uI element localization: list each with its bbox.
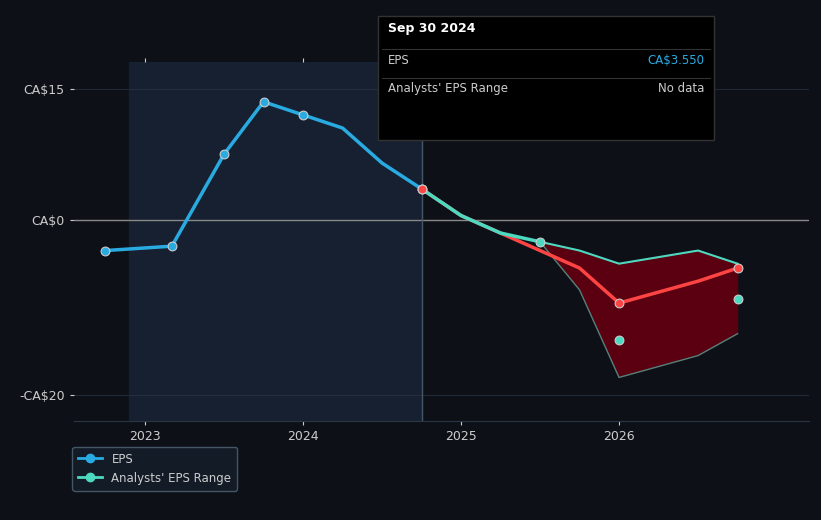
Point (612, 299, 626, 307)
Text: Actual: Actual (378, 84, 417, 97)
Text: Analysts Forecasts: Analysts Forecasts (429, 84, 546, 97)
Polygon shape (540, 242, 737, 378)
Point (257, 98, 270, 106)
Text: Sep 30 2024: Sep 30 2024 (388, 22, 475, 35)
Text: No data: No data (658, 82, 704, 95)
Point (415, 185, 428, 193)
Bar (129, 62, 421, 421)
Point (534, 238, 547, 246)
Text: EPS: EPS (388, 54, 409, 67)
Point (612, 336, 626, 344)
Text: Analysts' EPS Range: Analysts' EPS Range (388, 82, 507, 95)
Text: CA$3.550: CA$3.550 (648, 54, 704, 67)
Point (415, 185, 428, 193)
Point (731, 294, 744, 303)
Point (296, 111, 310, 119)
Point (165, 242, 178, 250)
Point (99, 246, 112, 255)
Point (218, 150, 231, 159)
Legend: EPS, Analysts' EPS Range: EPS, Analysts' EPS Range (72, 447, 237, 491)
Point (731, 264, 744, 272)
